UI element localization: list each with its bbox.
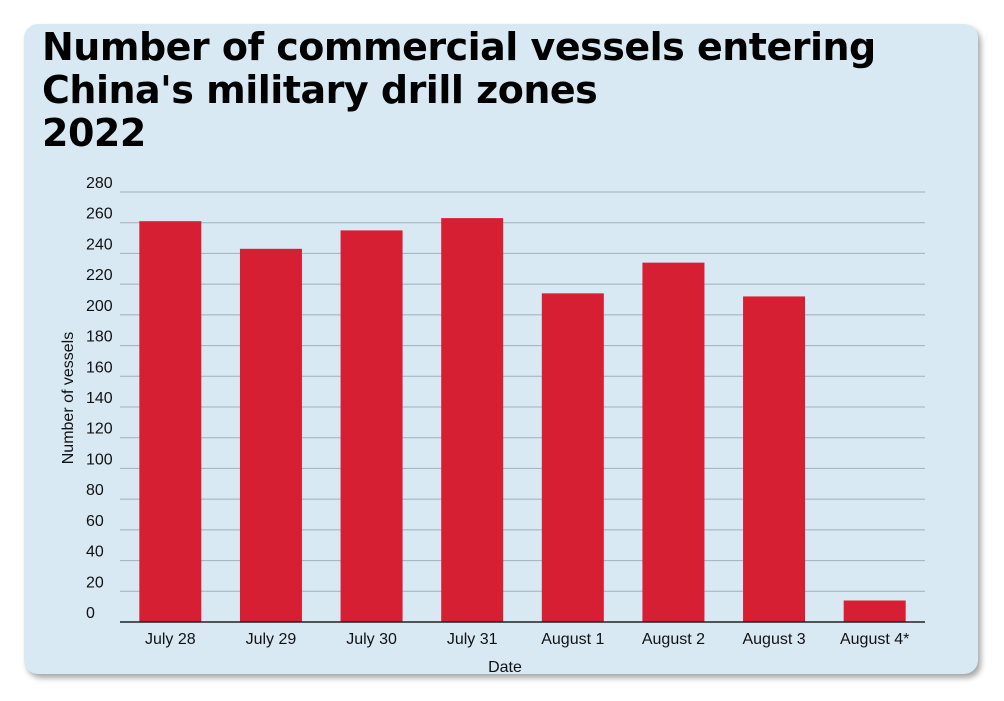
x-tick-label: August 3 [742, 631, 805, 648]
x-tick-label: August 4* [840, 631, 909, 648]
y-tick-label: 40 [86, 544, 104, 561]
y-tick-label: 220 [86, 267, 113, 284]
y-tick-label: 120 [86, 421, 113, 438]
x-tick-label: August 2 [642, 631, 705, 648]
x-tick-label: July 29 [246, 631, 297, 648]
y-tick-label: 200 [86, 298, 113, 315]
x-axis-label: Date [488, 659, 522, 676]
y-tick-label: 100 [86, 451, 113, 468]
bar [642, 262, 705, 622]
bars [139, 218, 906, 623]
x-axis-ticks: July 28 July 29 July 30 July 31 August 1 Augu… [145, 631, 909, 648]
y-tick-label: 140 [86, 390, 113, 407]
chart-title: Number of commercial vessels entering Ch… [42, 26, 942, 155]
y-tick-label: 0 [86, 605, 95, 622]
bar [239, 248, 302, 623]
y-tick-label: 280 [86, 175, 113, 192]
y-axis-label: Number of vessels [60, 332, 77, 465]
bar [743, 296, 806, 622]
bar [139, 221, 202, 622]
chart-title-line2: China's military drill zones [42, 68, 598, 112]
y-tick-label: 20 [86, 574, 104, 591]
y-tick-label: 160 [86, 359, 113, 376]
chart-title-line1: Number of commercial vessels entering [42, 25, 876, 69]
bar [843, 600, 906, 622]
chart-subtitle: 2022 [42, 111, 146, 155]
y-tick-label: 80 [86, 482, 104, 499]
y-tick-label: 180 [86, 329, 113, 346]
x-tick-label: August 1 [541, 631, 604, 648]
bar [541, 293, 604, 622]
y-tick-label: 240 [86, 236, 113, 253]
x-tick-label: July 28 [145, 631, 196, 648]
x-tick-label: July 31 [447, 631, 498, 648]
y-axis-ticks: 0 20 40 60 80 100 120 140 160 180 200 220 240 260 280 [86, 175, 113, 622]
x-tick-label: July 30 [346, 631, 397, 648]
bar [441, 218, 504, 622]
y-tick-label: 260 [86, 206, 113, 223]
bar [340, 230, 403, 622]
y-tick-label: 60 [86, 513, 104, 530]
